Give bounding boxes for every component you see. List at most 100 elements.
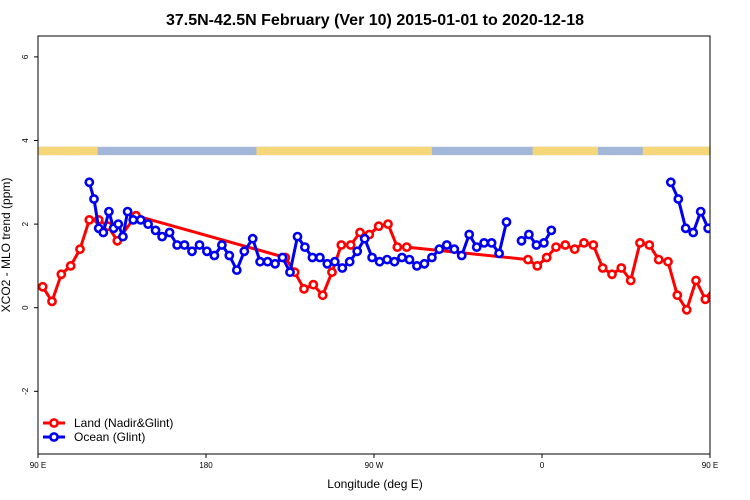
series-0-point-43 bbox=[700, 294, 710, 305]
series-1-point-42 bbox=[374, 256, 385, 267]
series-0-point-23 bbox=[401, 242, 412, 252]
series-0-point-0 bbox=[38, 281, 48, 292]
series-1-point-16 bbox=[179, 240, 190, 250]
series-1-point-40 bbox=[359, 233, 370, 244]
series-1-point-64 bbox=[539, 237, 549, 248]
y-tick-label-2: 2 bbox=[21, 221, 30, 226]
x-tick-label-1: 180 bbox=[199, 461, 213, 470]
series-0-point-15 bbox=[327, 267, 337, 278]
series-1-point-91 bbox=[742, 216, 749, 223]
series-0-point-28 bbox=[560, 240, 571, 250]
land-segment-5 bbox=[426, 146, 432, 156]
series-0-point-14 bbox=[317, 290, 328, 301]
series-1-point-83 bbox=[680, 223, 691, 234]
series-1-point-10 bbox=[135, 214, 146, 225]
series-1-point-17 bbox=[187, 246, 197, 257]
series-1-point-41 bbox=[367, 252, 377, 263]
series-1-point-49 bbox=[426, 252, 437, 263]
series-1-point-28 bbox=[270, 258, 280, 269]
land-segment-4 bbox=[265, 146, 429, 156]
x-tick-label-2: 90 W bbox=[365, 461, 384, 470]
series-1-point-35 bbox=[322, 258, 333, 269]
legend-marker-0 bbox=[49, 418, 59, 428]
series-1-point-26 bbox=[255, 256, 265, 267]
series-1-point-84 bbox=[688, 227, 699, 238]
series-1-point-8 bbox=[122, 206, 133, 217]
x-tick-label-3: 0 bbox=[540, 461, 545, 470]
series-1-point-18 bbox=[194, 240, 205, 250]
land-segment-7 bbox=[534, 146, 598, 156]
series-1-point-53 bbox=[456, 250, 467, 261]
series-1-point-89 bbox=[727, 208, 734, 215]
series-1-point-54 bbox=[464, 229, 475, 240]
series-0-point-27 bbox=[551, 242, 561, 252]
series-1-point-47 bbox=[411, 260, 422, 271]
series-1-point-32 bbox=[299, 242, 310, 252]
series-0-point-45 bbox=[720, 298, 727, 305]
series-0-point-22 bbox=[392, 242, 403, 252]
series-1-point-25 bbox=[247, 233, 258, 244]
series-1-point-90 bbox=[734, 216, 741, 223]
land-segment-2 bbox=[58, 146, 98, 156]
series-1-point-0 bbox=[84, 177, 95, 188]
y-tick-label-0: -2 bbox=[21, 387, 30, 395]
series-1-point-39 bbox=[352, 246, 363, 257]
series-1-point-37 bbox=[337, 263, 348, 273]
series-1 bbox=[84, 177, 749, 278]
land-segment-0 bbox=[38, 146, 63, 156]
series-0-point-21 bbox=[383, 219, 393, 229]
series-0-point-16 bbox=[336, 240, 347, 250]
land-ocean-strip bbox=[38, 146, 710, 156]
series-0-point-1 bbox=[47, 296, 57, 307]
legend-label-1: Ocean (Glint) bbox=[74, 430, 145, 444]
series-0-point-37 bbox=[644, 240, 655, 250]
series-0-point-13 bbox=[308, 279, 319, 290]
y-tick-label-1: 0 bbox=[21, 305, 30, 310]
series-layer bbox=[38, 177, 749, 315]
series-0-point-35 bbox=[625, 275, 636, 286]
series-1-point-30 bbox=[285, 267, 295, 278]
series-1-point-87 bbox=[712, 221, 719, 228]
series-0-point-32 bbox=[597, 263, 608, 273]
y-tick-label-4: 6 bbox=[21, 54, 30, 59]
series-1-point-65 bbox=[546, 225, 557, 236]
series-1-point-51 bbox=[441, 240, 452, 250]
series-0-point-17 bbox=[345, 240, 356, 250]
series-0-point-2 bbox=[56, 269, 67, 280]
series-1-point-45 bbox=[397, 252, 407, 263]
series-1-point-59 bbox=[501, 217, 512, 227]
series-1-point-29 bbox=[277, 252, 288, 263]
series-0-point-5 bbox=[84, 214, 95, 225]
series-1-point-44 bbox=[389, 256, 400, 267]
series-1-point-61 bbox=[516, 235, 527, 246]
series-0-point-4 bbox=[75, 244, 85, 255]
series-1-point-1 bbox=[89, 194, 99, 204]
y-tick-label-3: 4 bbox=[21, 138, 30, 143]
series-0-point-36 bbox=[635, 237, 645, 248]
x-axis-label: Longitude (deg E) bbox=[327, 477, 422, 491]
series-0-point-24 bbox=[523, 254, 533, 265]
series-1-point-55 bbox=[471, 242, 482, 252]
series-0-point-47 bbox=[739, 262, 746, 269]
series-1-point-33 bbox=[307, 252, 318, 263]
series-1-point-23 bbox=[231, 265, 242, 275]
series-1-point-46 bbox=[404, 254, 415, 265]
series-1-point-85 bbox=[695, 206, 706, 217]
series-1-point-13 bbox=[157, 231, 167, 242]
series-1-point-62 bbox=[524, 229, 534, 240]
series-1-point-88 bbox=[720, 233, 727, 240]
x-tick-label-0: 90 E bbox=[30, 461, 46, 470]
series-1-point-48 bbox=[419, 258, 430, 269]
series-1-point-82 bbox=[673, 194, 684, 204]
series-0-point-39 bbox=[663, 256, 673, 267]
series-1-point-20 bbox=[209, 250, 220, 261]
series-1-point-86 bbox=[703, 223, 710, 234]
series-1-point-63 bbox=[531, 240, 542, 250]
series-0-point-40 bbox=[672, 290, 683, 301]
series-1-point-11 bbox=[143, 219, 153, 229]
series-1-point-38 bbox=[344, 256, 355, 267]
series-0-point-26 bbox=[541, 252, 552, 263]
series-0-point-30 bbox=[579, 237, 589, 248]
x-tick-label-4: 90 E bbox=[702, 461, 718, 470]
